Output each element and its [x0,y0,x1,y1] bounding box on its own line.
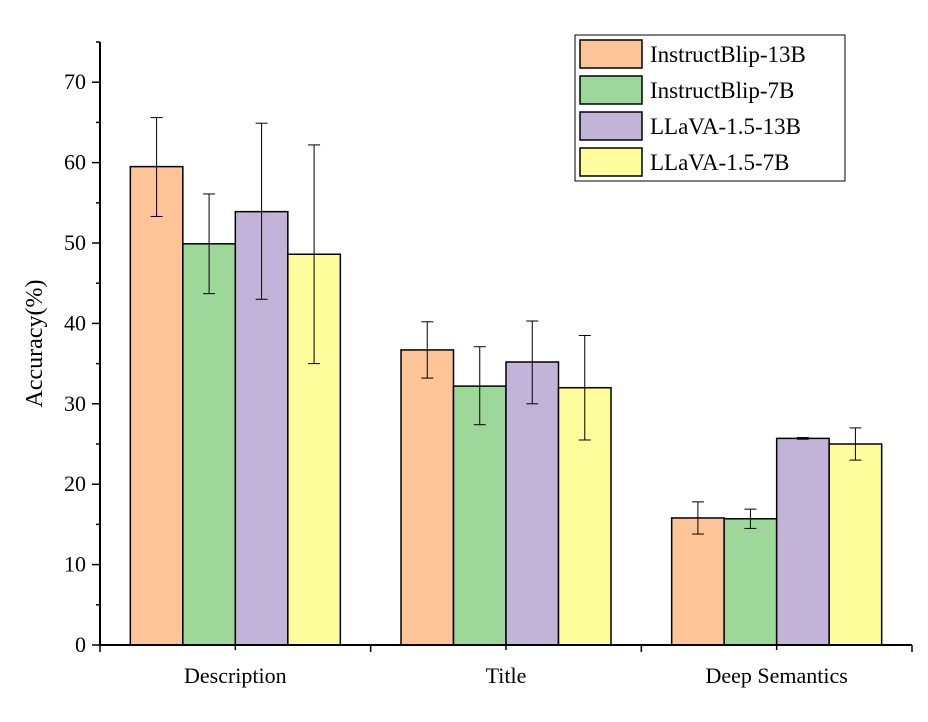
x-tick-label: Title [486,663,527,688]
bar [670,517,725,646]
legend-label: LLaVA-1.5-13B [650,114,801,139]
legend-swatch [579,111,643,141]
bar [400,349,455,646]
legend-label: LLaVA-1.5-7B [650,150,789,175]
bar [723,518,778,646]
error-bars-layer [150,117,862,535]
x-tick-label: Description [184,663,287,688]
ticks-layer: 0 10 20 30 40 50 60 70 Description Title Deep Sema… [64,41,913,688]
y-tick-label: 30 [64,391,86,416]
y-tick-label: 40 [64,310,86,335]
bars-layer [129,165,883,646]
legend-swatch [579,75,643,105]
bar [775,437,830,646]
bar [129,165,184,646]
y-tick-label: 60 [64,150,86,175]
y-tick-label: 20 [64,471,86,496]
y-tick-label: 0 [75,632,86,657]
y-tick-label: 10 [64,552,86,577]
legend-swatch [579,147,643,177]
y-tick-label: 70 [64,69,86,94]
legend: InstructBlip-13B InstructBlip-7B LLaVA-1.5… [574,34,846,182]
y-tick-label: 50 [64,230,86,255]
bar [505,361,560,646]
legend-swatch [579,39,643,69]
legend-label: InstructBlip-13B [650,42,806,67]
legend-label: InstructBlip-7B [650,78,794,103]
y-axis-title: Accuracy(%) [22,280,48,408]
bar [182,243,237,646]
x-tick-label: Deep Semantics [705,663,847,688]
bar [828,443,883,646]
